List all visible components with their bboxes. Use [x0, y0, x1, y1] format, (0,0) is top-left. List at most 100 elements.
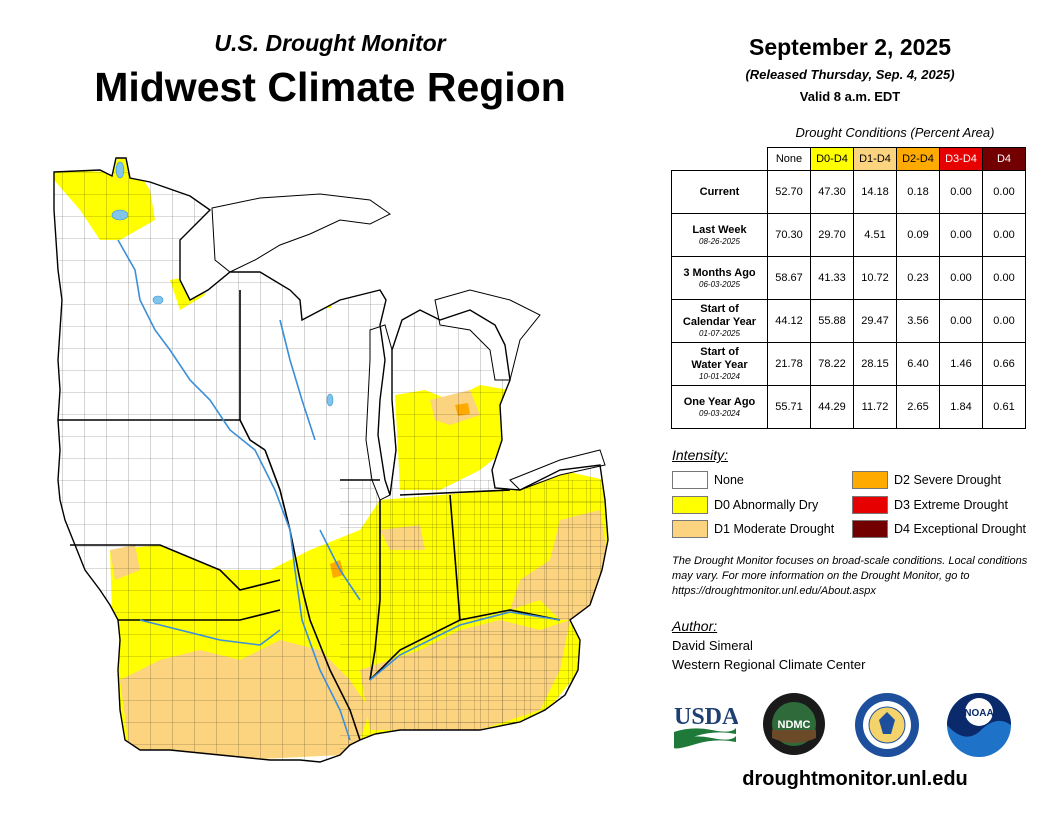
row-label-text: Current [699, 185, 740, 198]
website-url[interactable]: droughtmonitor.unl.edu [742, 768, 968, 790]
county-grid-fine [340, 480, 608, 762]
table-cell: 70.30 [767, 213, 811, 257]
row-date: 01-07-2025 [699, 329, 740, 338]
commerce-seal-logo [855, 693, 919, 757]
table-cell: 1.84 [939, 385, 983, 429]
table-cell: 44.12 [767, 299, 811, 343]
legend-label-d3: D3 Extreme Drought [894, 498, 1008, 512]
table-row: Start of Water Year 10-01-2024 21.78 78.22 2… [671, 342, 1026, 386]
release-date: (Released Thursday, Sep. 4, 2025) [745, 67, 955, 82]
table-row: 3 Months Ago 06-03-2025 58.67 41.33 10.72 0.2… [671, 256, 1026, 300]
table-cell: 6.40 [896, 342, 940, 386]
iowa-north-border [58, 419, 266, 451]
row-label: Start of Calendar Year 01-07-2025 [671, 299, 768, 343]
row-label: Last Week 08-26-2025 [671, 213, 768, 257]
table-cell: 21.78 [767, 342, 811, 386]
row-label: Start of Water Year 10-01-2024 [671, 342, 768, 386]
legend-label-d4: D4 Exceptional Drought [894, 522, 1027, 536]
legend-label-none: None [714, 473, 744, 487]
map-date: September 2, 2025 [748, 34, 951, 60]
table-cell: 55.88 [810, 299, 854, 343]
legend-label-d2: D2 Severe Drought [894, 473, 1002, 487]
table-row: Current 52.70 47.30 14.18 0.18 0.00 0.00 [671, 170, 1026, 214]
table-cell: 44.29 [810, 385, 854, 429]
row-label-text: 3 Months Ago [683, 266, 756, 279]
table-cell: 0.00 [982, 170, 1026, 214]
lake-superior [211, 193, 391, 273]
table-cell: 0.00 [982, 213, 1026, 257]
ndmc-logo-text: NDMC [778, 719, 811, 731]
table-cell: 58.67 [767, 256, 811, 300]
ohio-river [369, 611, 561, 681]
table-cell: 28.15 [853, 342, 897, 386]
lake-of-the-woods [115, 161, 125, 179]
table-cell: 0.00 [939, 170, 983, 214]
table-cell: 2.65 [896, 385, 940, 429]
mississippi-border [264, 449, 361, 741]
row-label-text: One Year Ago [683, 395, 756, 408]
row-date: 10-01-2024 [699, 372, 740, 381]
legend-label-d0: D0 Abnormally Dry [714, 498, 819, 512]
row-label: Current [671, 170, 768, 214]
legend-swatch-d1 [672, 520, 708, 538]
table-row: One Year Ago 09-03-2024 55.71 44.29 11.72 2.6… [671, 385, 1026, 429]
header-d4: D4 [982, 147, 1026, 171]
legend-item-none: None [672, 471, 744, 489]
legend-item-d3: D3 Extreme Drought [852, 496, 1008, 514]
table-cell: 3.56 [896, 299, 940, 343]
table-cell: 0.66 [982, 342, 1026, 386]
valid-time: Valid 8 a.m. EDT [799, 89, 901, 104]
row-date: 08-26-2025 [699, 236, 740, 246]
table-cell: 29.47 [853, 299, 897, 343]
lake-red [111, 209, 129, 221]
wisconsin-river [279, 319, 316, 441]
table-caption: Drought Conditions (Percent Area) [795, 125, 995, 140]
author-name: David Simeral [672, 638, 753, 653]
drought-map [53, 157, 609, 763]
table-cell: 29.70 [810, 213, 854, 257]
table-cell: 0.09 [896, 213, 940, 257]
mi-in-oh-border [399, 489, 511, 496]
legend-swatch-d2 [852, 471, 888, 489]
lake-winnebago [326, 393, 334, 407]
row-label-text: Start of Water Year [691, 346, 748, 371]
table-cell: 41.33 [810, 256, 854, 300]
row-label-text: Start of Calendar Year [682, 303, 757, 328]
row-label: One Year Ago 09-03-2024 [671, 385, 768, 429]
author-label: Author: [672, 618, 718, 634]
mississippi-river [117, 239, 351, 741]
table-cell: 47.30 [810, 170, 854, 214]
map-title: Midwest Climate Region [94, 64, 566, 110]
missouri-river [139, 619, 281, 646]
row-label-text: Last Week [692, 223, 747, 236]
legend-swatch-none [672, 471, 708, 489]
usda-logo: USDA [674, 704, 738, 749]
lake-michigan [365, 324, 397, 501]
row-date: 09-03-2024 [699, 408, 740, 418]
table-cell: 10.72 [853, 256, 897, 300]
il-in-border [369, 500, 381, 681]
table-cell: 0.18 [896, 170, 940, 214]
in-oh-border [449, 494, 461, 621]
header-d3-d4: D3-D4 [939, 147, 983, 171]
ohio-river-border [369, 609, 561, 681]
table-row: Start of Calendar Year 01-07-2025 44.12 55.… [671, 299, 1026, 343]
table-cell: 11.72 [853, 385, 897, 429]
table-cell: 0.61 [982, 385, 1026, 429]
mo-north-border [118, 609, 281, 621]
legend-item-d0: D0 Abnormally Dry [672, 496, 818, 514]
author-org: Western Regional Climate Center [672, 657, 866, 672]
iowa-south-border [70, 544, 281, 591]
table-cell: 1.46 [939, 342, 983, 386]
legend-item-d4: D4 Exceptional Drought [852, 520, 1026, 538]
inland-lakes [111, 161, 334, 407]
header-d1-d4: D1-D4 [853, 147, 897, 171]
legend-label-d1: D1 Moderate Drought [714, 522, 835, 536]
legend-swatch-d4 [852, 520, 888, 538]
legend-item-d1: D1 Moderate Drought [672, 520, 834, 538]
table-cell: 0.00 [982, 299, 1026, 343]
header-blank [671, 147, 768, 171]
rivers [117, 239, 561, 741]
header-d2-d4: D2-D4 [896, 147, 940, 171]
header-d0-d4: D0-D4 [810, 147, 854, 171]
